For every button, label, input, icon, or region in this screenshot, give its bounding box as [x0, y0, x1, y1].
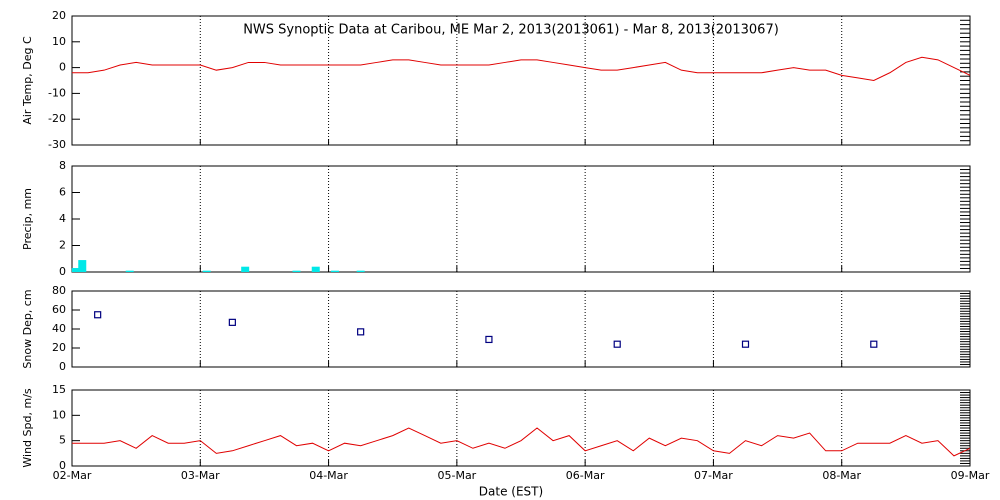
- x-axis-label: Date (EST): [479, 485, 543, 499]
- x-tick-label: 02-Mar: [53, 469, 92, 482]
- x-tick-label: 08-Mar: [822, 469, 861, 482]
- x-tick-label: 09-Mar: [951, 469, 990, 482]
- bar: [241, 266, 250, 272]
- y-tick-label: 80: [52, 284, 66, 297]
- x-tick-label: 03-Mar: [181, 469, 220, 482]
- bar: [125, 270, 134, 272]
- x-tick-label: 07-Mar: [694, 469, 733, 482]
- bar: [71, 268, 80, 272]
- y-tick-label: 15: [52, 383, 66, 396]
- panel-frame: [71, 389, 971, 467]
- x-tick-label: 04-Mar: [309, 469, 348, 482]
- y-tick-label: 60: [52, 303, 66, 316]
- y-axis-label: Precip, mm: [21, 188, 34, 250]
- y-tick-label: 10: [52, 408, 66, 421]
- bar: [292, 270, 301, 272]
- y-tick-label: -20: [48, 112, 66, 125]
- bar: [78, 260, 87, 272]
- y-tick-label: 0: [59, 265, 66, 278]
- y-tick-label: 0: [59, 360, 66, 373]
- panel-frame: [71, 165, 971, 273]
- y-tick-label: 8: [59, 159, 66, 172]
- y-tick-label: 6: [59, 186, 66, 199]
- x-tick-label: 05-Mar: [437, 469, 476, 482]
- point: [613, 340, 621, 348]
- y-tick-label: 10: [52, 35, 66, 48]
- data-line: [72, 427, 971, 457]
- y-tick-label: 20: [52, 9, 66, 22]
- panel-frame: [71, 290, 971, 368]
- y-tick-label: 20: [52, 341, 66, 354]
- y-tick-label: 2: [59, 239, 66, 252]
- point: [870, 340, 878, 348]
- y-tick-label: 0: [59, 459, 66, 472]
- bar: [356, 270, 365, 272]
- bar: [311, 266, 320, 272]
- data-line: [72, 56, 971, 82]
- bar: [202, 270, 211, 272]
- y-tick-label: 0: [59, 61, 66, 74]
- point: [94, 311, 102, 319]
- y-tick-label: -30: [48, 138, 66, 151]
- y-tick-label: 4: [59, 212, 66, 225]
- point: [741, 340, 750, 348]
- y-tick-label: 40: [52, 322, 66, 335]
- y-axis-label: Wind Spd, m/s: [21, 388, 34, 468]
- bar: [330, 270, 339, 272]
- point: [228, 318, 236, 326]
- point: [485, 335, 493, 344]
- chart-title: NWS Synoptic Data at Caribou, ME Mar 2, …: [243, 23, 779, 38]
- y-axis-label: Air Temp, Deg C: [21, 36, 34, 125]
- y-tick-label: 5: [59, 434, 66, 447]
- y-tick-label: -10: [48, 86, 66, 99]
- x-tick-label: 06-Mar: [566, 469, 605, 482]
- y-axis-label: Snow Dep, cm: [21, 289, 34, 368]
- point: [357, 328, 365, 336]
